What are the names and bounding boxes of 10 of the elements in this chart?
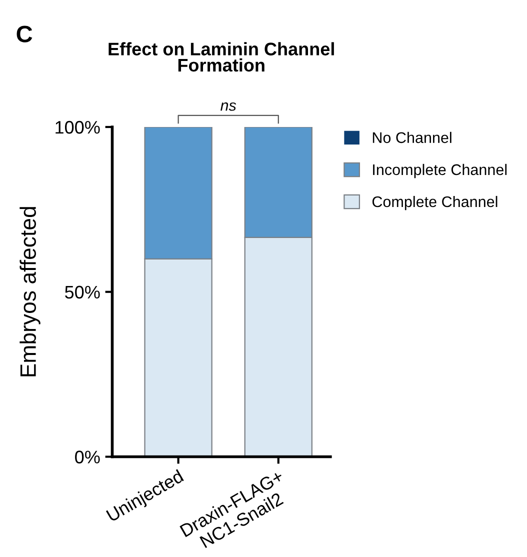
y-tick-label: 100% (56, 120, 100, 134)
y-tick-label: 50% (65, 286, 100, 299)
y-tick-label: 0% (75, 450, 100, 464)
text: C (16, 26, 32, 42)
legend-label: No Channel (372, 132, 452, 144)
chart-title: Effect on Laminin Channel Formation (108, 42, 334, 72)
legend-label: Incomplete Channel (373, 164, 507, 178)
legend-label: Complete Channel (372, 196, 498, 210)
y-axis-title: Embryos affected (20, 207, 40, 376)
text: ns (220, 102, 236, 111)
